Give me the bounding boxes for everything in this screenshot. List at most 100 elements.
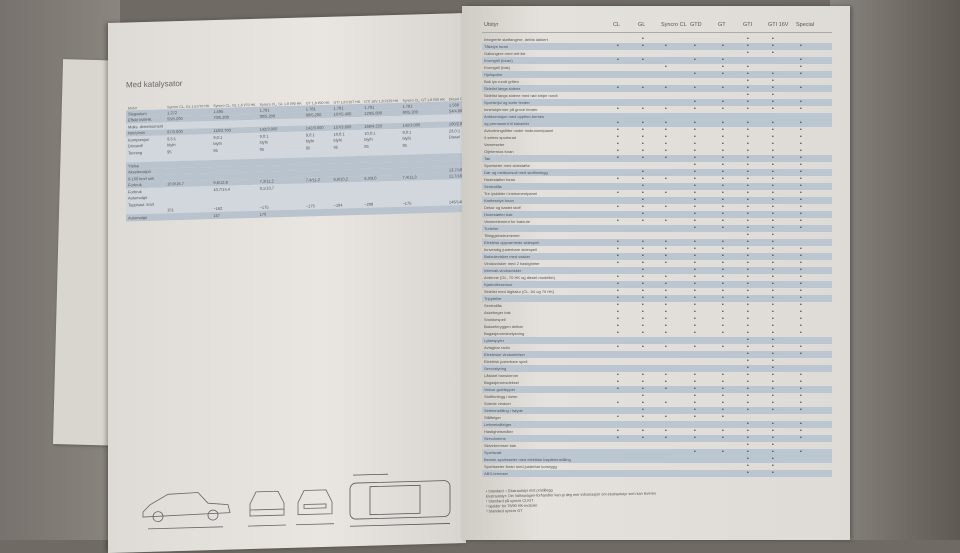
spec-cell: 170 xyxy=(257,209,304,218)
standard-mark: • xyxy=(747,463,749,469)
standard-mark: • xyxy=(800,162,802,168)
standard-mark: • xyxy=(722,435,724,441)
standard-mark: • xyxy=(772,85,774,91)
equipment-row: 4 seters sportsrad • • • • • • • • xyxy=(482,134,832,141)
standard-mark: • xyxy=(772,176,774,182)
equipment-label: Skivebremser bak xyxy=(484,443,517,448)
standard-mark: • xyxy=(642,344,644,350)
standard-mark: • xyxy=(772,456,774,462)
standard-mark: • xyxy=(772,274,774,280)
car-top-view xyxy=(349,473,451,527)
standard-mark: • xyxy=(722,372,724,378)
equipment-label: Sminkespeil xyxy=(484,317,506,322)
standard-mark: • xyxy=(772,253,774,259)
standard-mark: • xyxy=(722,204,724,210)
equipment-row: Servobrems • • • • • • • • xyxy=(482,435,832,442)
standard-mark: • xyxy=(617,302,619,308)
right-page: Utstyr CL GL Syncro CL GTD GT GTI GTI 16V Speci… xyxy=(462,6,850,540)
standard-mark: • xyxy=(694,407,696,413)
equipment-row: Lyktespyler • • xyxy=(482,337,832,344)
standard-mark: • xyxy=(642,183,644,189)
standard-mark: • xyxy=(800,85,802,91)
equipment-row: Sportseter med sidestøtte • • • • • xyxy=(482,162,832,169)
standard-mark: • xyxy=(722,176,724,182)
equipment-column-header: Special xyxy=(796,22,815,28)
standard-mark: • xyxy=(722,155,724,161)
standard-mark: • xyxy=(617,400,619,406)
standard-mark: • xyxy=(747,211,749,217)
equipment-label: Avkortningsfilter under instrumentpanel xyxy=(484,128,554,133)
standard-mark: • xyxy=(747,281,749,287)
equipment-label: Tre lyskilder i instrumentpanel xyxy=(484,191,537,196)
standard-mark: • xyxy=(722,190,724,196)
equipment-label: Kromgrill (bak) xyxy=(484,65,511,70)
standard-mark: • xyxy=(722,414,724,420)
standard-mark: • xyxy=(665,323,667,329)
equipment-row: Dekor og kastet stoff • • • • • • • • xyxy=(482,204,832,211)
standard-mark: • xyxy=(772,323,774,329)
equipment-row: Innvendig justerbare sidespeil • • • • • • • • xyxy=(482,246,832,253)
equipment-row: Kromgrill (foran) • • • • • xyxy=(482,57,832,64)
standard-mark: • xyxy=(665,134,667,140)
equipment-row: Bagasjeromsdeksel • • • • • • • • xyxy=(482,379,832,386)
equipment-row: Tilleggsinstrumenter • • xyxy=(482,232,832,239)
standard-mark: • xyxy=(722,386,724,392)
standard-mark: • xyxy=(642,190,644,196)
standard-mark: • xyxy=(665,372,667,378)
standard-mark: • xyxy=(665,190,667,196)
standard-mark: • xyxy=(800,197,802,203)
equipment-label: Bensin-sportsseter med elektrisk høydein… xyxy=(484,457,571,462)
standard-mark: • xyxy=(747,365,749,371)
equipment-row: Innerskjermer på grove fender • • • • • • • • xyxy=(482,106,832,113)
equipment-row: Oljetermos foran • • • • • • • • xyxy=(482,148,832,155)
standard-mark: • xyxy=(747,141,749,147)
equipment-label: Sidelist langs sidene med rød stripe run… xyxy=(484,93,558,98)
equipment-row: Sportsratt • • • • • xyxy=(482,449,832,456)
standard-mark: • xyxy=(722,162,724,168)
standard-mark: • xyxy=(694,85,696,91)
standard-mark: • xyxy=(694,393,696,399)
standard-mark: • xyxy=(772,281,774,287)
standard-mark: • xyxy=(694,288,696,294)
equipment-label: 4 seters sportsrad xyxy=(484,135,517,140)
standard-mark: • xyxy=(617,309,619,315)
standard-mark: • xyxy=(747,43,749,49)
standard-mark: • xyxy=(772,351,774,357)
standard-mark: • xyxy=(665,316,667,322)
standard-mark: • xyxy=(772,190,774,196)
standard-mark: • xyxy=(665,295,667,301)
equipment-label: Sotede vinduer xyxy=(484,401,511,406)
standard-mark: • xyxy=(747,162,749,168)
standard-mark: • xyxy=(772,197,774,203)
equipment-label: Varmeelement for bakrute xyxy=(484,219,530,224)
equipment-row: Velour gulvtepper • • • • • • • • xyxy=(482,386,832,393)
standard-mark: • xyxy=(665,64,667,70)
standard-mark: • xyxy=(800,267,802,273)
equipment-row: Kartleselys foran • • • • • • xyxy=(482,197,832,204)
standard-mark: • xyxy=(665,246,667,252)
standard-mark: • xyxy=(665,288,667,294)
standard-mark: • xyxy=(617,253,619,259)
standard-mark: • xyxy=(694,372,696,378)
standard-mark: • xyxy=(800,169,802,175)
standard-mark: • xyxy=(642,148,644,154)
standard-mark: • xyxy=(642,288,644,294)
left-page: Med katalysator Motor Syncro CL, GL 1,6 l… xyxy=(108,13,546,553)
standard-mark: • xyxy=(665,309,667,315)
standard-mark: • xyxy=(800,141,802,147)
standard-mark: • xyxy=(642,218,644,224)
standard-mark: • xyxy=(722,120,724,126)
standard-mark: • xyxy=(772,141,774,147)
spec-column-header: GTI 1,8 l/107 HK xyxy=(333,99,361,105)
equipment-label: Antikorrosjon med oppfinn-formes xyxy=(484,114,545,119)
standard-mark: • xyxy=(665,127,667,133)
equipment-row: Stoffinnlegg i dører • • • • • • xyxy=(482,393,832,400)
standard-mark: • xyxy=(642,85,644,91)
standard-mark: • xyxy=(772,211,774,217)
standard-mark: • xyxy=(617,127,619,133)
standard-mark: • xyxy=(747,106,749,112)
standard-mark: • xyxy=(694,316,696,322)
standard-mark: • xyxy=(722,344,724,350)
standard-mark: • xyxy=(800,218,802,224)
standard-mark: • xyxy=(772,78,774,84)
